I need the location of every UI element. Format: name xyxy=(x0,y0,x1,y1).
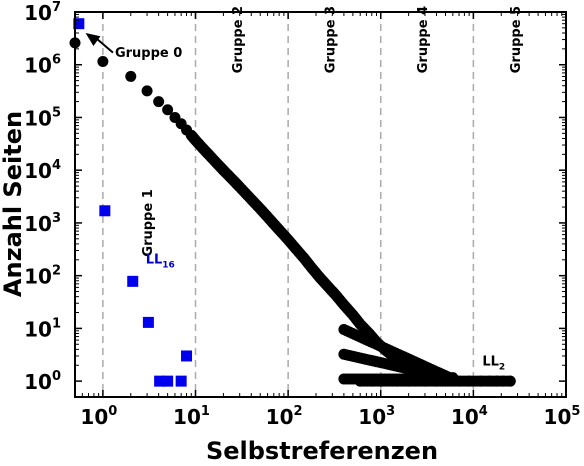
y-tick-label: 101 xyxy=(24,316,61,341)
data-point-square xyxy=(142,316,154,328)
annotation-label: LL16 xyxy=(146,253,175,271)
x-tick-label: 105 xyxy=(544,404,581,429)
x-tick-label: 100 xyxy=(80,404,117,429)
group-label: Gruppe 1 xyxy=(141,189,156,256)
x-tick-exponent: 3 xyxy=(386,404,395,419)
x-tick-label: 102 xyxy=(266,404,303,429)
group-boundary-lines xyxy=(102,12,475,397)
data-point-circle xyxy=(447,372,459,384)
annotation-arrowhead xyxy=(85,32,101,47)
y-tick-exponent: 3 xyxy=(52,211,61,226)
x-tick-label: 104 xyxy=(451,404,488,429)
y-tick-exponent: 1 xyxy=(52,316,61,331)
data-point-circle xyxy=(162,104,174,116)
y-tick-label: 104 xyxy=(24,158,61,183)
data-point-circle xyxy=(153,96,165,108)
x-tick-exponent: 4 xyxy=(479,404,488,419)
x-tick-label: 103 xyxy=(358,404,395,429)
y-tick-label: 102 xyxy=(24,264,61,289)
data-point-square xyxy=(175,375,187,387)
annotation-label: Gruppe 0 xyxy=(115,46,182,61)
y-tick-exponent: 2 xyxy=(52,264,61,279)
x-tick-exponent: 1 xyxy=(201,404,210,419)
series-ll2 xyxy=(69,37,516,387)
data-point-square xyxy=(154,375,166,387)
y-tick-exponent: 7 xyxy=(52,0,61,15)
annotation-label: LL2 xyxy=(482,354,505,372)
series-layer xyxy=(69,18,516,387)
x-tick-exponent: 5 xyxy=(571,404,580,419)
y-tick-exponent: 5 xyxy=(52,105,61,120)
y-tick-exponent: 6 xyxy=(52,53,61,68)
annotation-subscript: 2 xyxy=(499,362,505,372)
group-label: Gruppe 3 xyxy=(324,6,339,73)
y-tick-label: 106 xyxy=(24,53,61,78)
data-point-circle xyxy=(504,375,516,387)
annotation-layer: Gruppe 1 Gruppe 2 Gruppe 3 Gruppe 4 Gruppe 5… xyxy=(85,6,524,372)
group-label: Gruppe 4 xyxy=(416,6,431,73)
group-label: Gruppe 2 xyxy=(231,6,246,73)
x-tick-exponent: 0 xyxy=(108,404,117,419)
y-tick-exponent: 0 xyxy=(52,369,61,384)
data-point-square xyxy=(99,205,111,217)
data-point-square xyxy=(181,350,193,362)
series-ll2-dense xyxy=(186,130,516,387)
y-tick-label: 105 xyxy=(24,105,61,130)
plot-frame xyxy=(74,11,567,398)
x-axis-label: Selbstreferenzen xyxy=(206,437,438,462)
y-tick-label: 107 xyxy=(24,0,61,25)
data-point-circle xyxy=(141,85,153,97)
data-point-circle xyxy=(125,70,137,82)
data-point-square xyxy=(162,375,174,387)
data-point-circle xyxy=(97,56,109,68)
data-point-square xyxy=(127,275,139,287)
y-tick-label: 100 xyxy=(24,369,61,394)
x-tick-label: 101 xyxy=(173,404,210,429)
annotation-subscript: 16 xyxy=(162,261,175,271)
y-tick-label: 103 xyxy=(24,211,61,236)
x-tick-exponent: 2 xyxy=(294,404,303,419)
group-label: Gruppe 5 xyxy=(509,6,524,73)
y-axis-label: Anzahl Seiten xyxy=(0,111,27,297)
y-tick-exponent: 4 xyxy=(52,158,61,173)
